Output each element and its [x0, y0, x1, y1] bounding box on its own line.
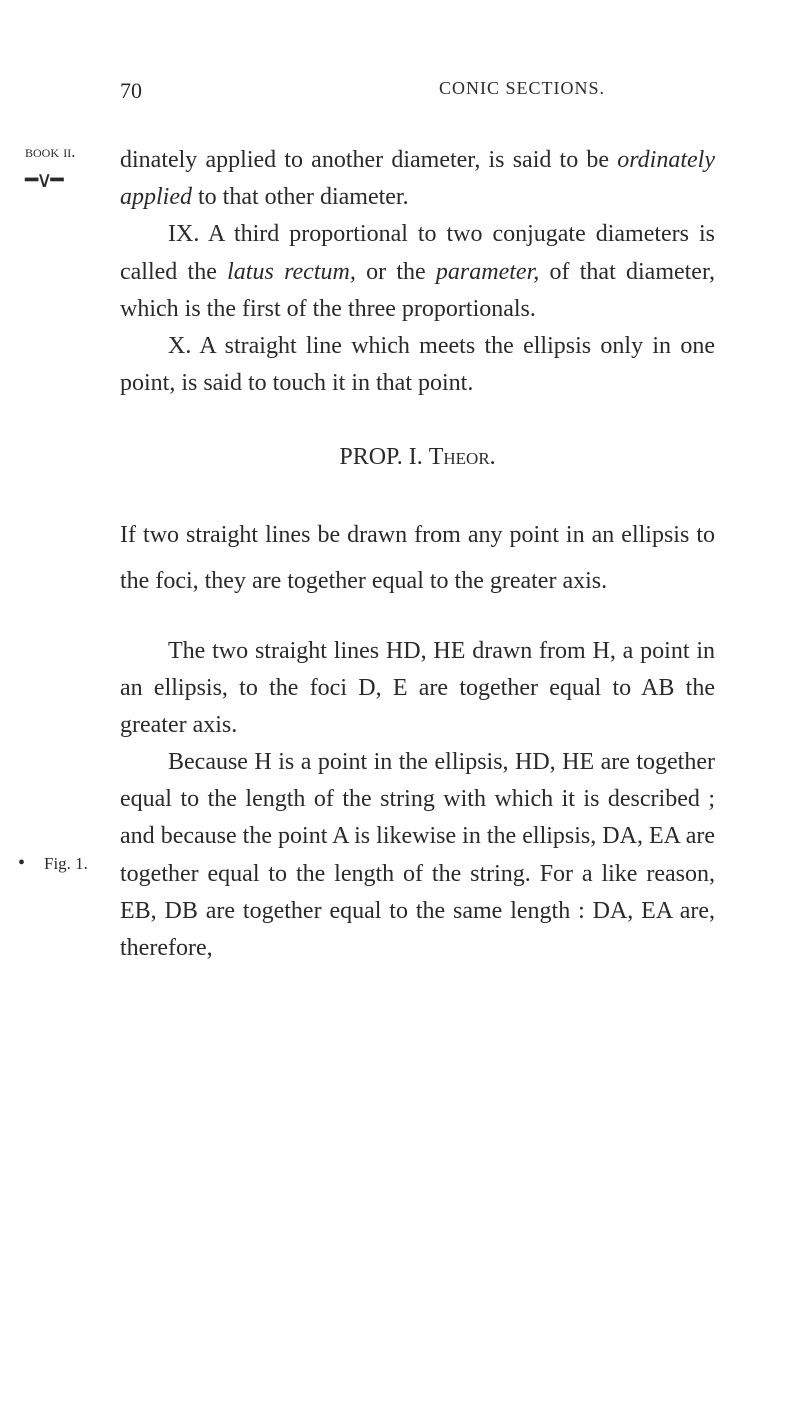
- prop-label: PROP. I.: [339, 444, 428, 470]
- margin-book-label: book ii.: [25, 142, 76, 162]
- p1-text: dinately applied to another diameter, is…: [120, 147, 617, 173]
- paragraph-5: Because H is a point in the ellipsis, HD…: [120, 744, 715, 967]
- p2-italic1: latus rectum,: [227, 259, 356, 285]
- running-title: CONIC SECTIONS.: [439, 78, 605, 104]
- p1-cont: to that other diameter.: [192, 184, 409, 210]
- if-text: If two straight lines be drawn from any …: [120, 522, 715, 594]
- margin-fig-label: Fig. 1.: [44, 854, 88, 874]
- p2-italic2: parameter,: [436, 259, 539, 285]
- side-dot: •: [18, 852, 25, 875]
- p2-mid: or the: [356, 259, 436, 285]
- theor-label: Theor.: [429, 444, 496, 470]
- paragraph-4: The two straight lines HD, HE drawn from…: [120, 633, 715, 745]
- paragraph-2: IX. A third proportional to two conjugat…: [120, 216, 715, 328]
- paragraph-3: X. A straight line which meets the ellip…: [120, 328, 715, 402]
- if-statement: If two straight lines be drawn from any …: [120, 513, 715, 604]
- prop-heading: PROP. I. Theor.: [120, 444, 715, 471]
- margin-bracket: ━∨━: [25, 167, 62, 193]
- page-number: 70: [120, 78, 142, 104]
- main-text: book ii. ━∨━ Fig. 1. • dinately applied …: [120, 142, 715, 967]
- paragraph-1: dinately applied to another diameter, is…: [120, 142, 715, 216]
